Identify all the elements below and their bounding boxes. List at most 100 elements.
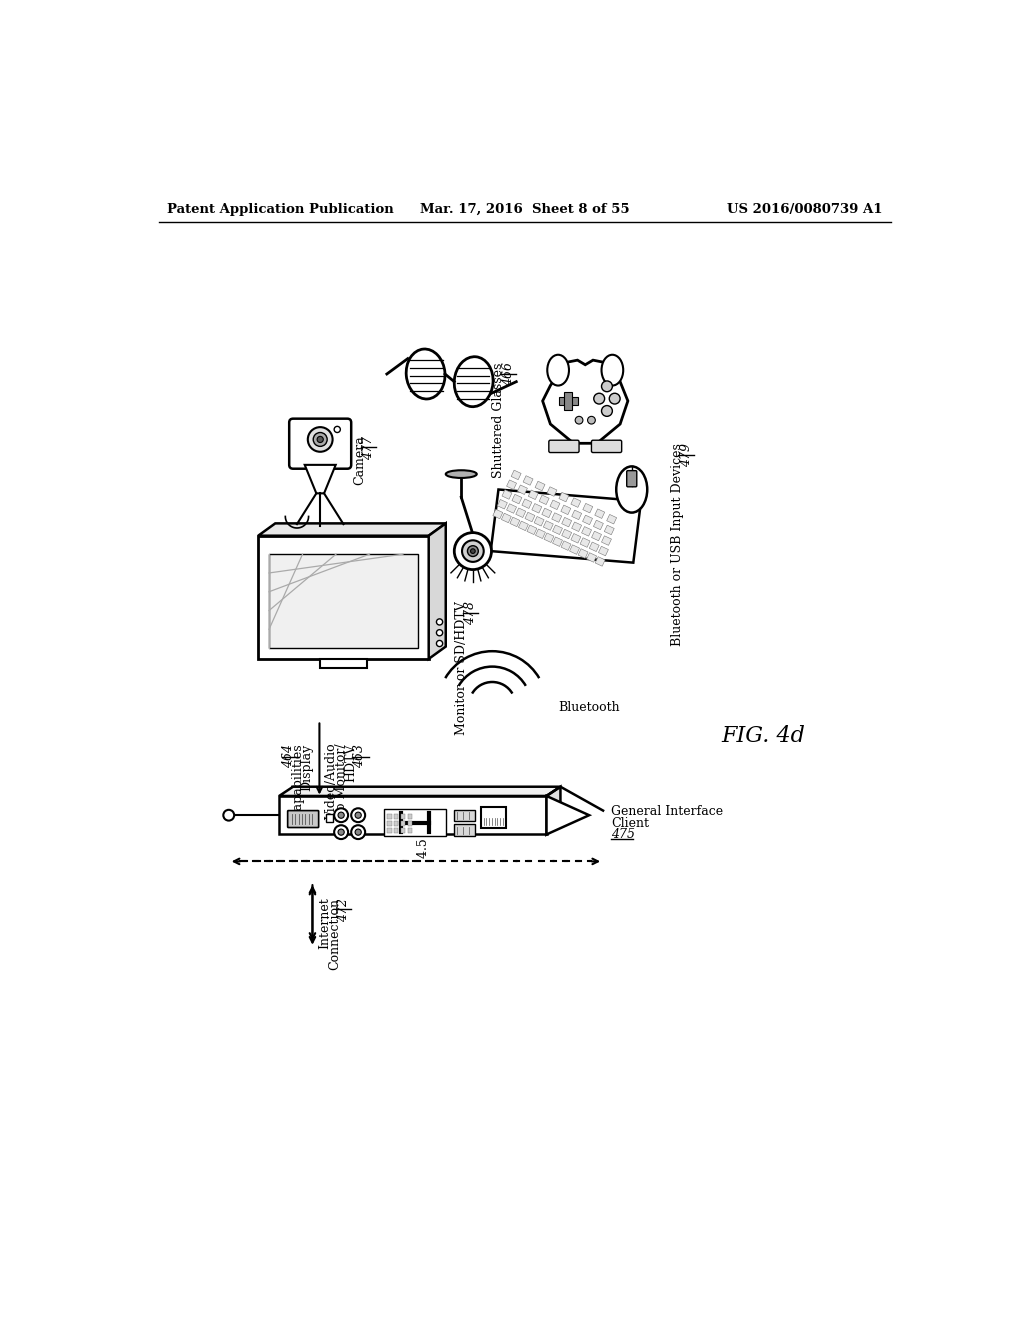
Text: US 2016/0080739 A1: US 2016/0080739 A1 xyxy=(727,203,883,216)
Text: Display: Display xyxy=(300,743,313,791)
Bar xyxy=(562,529,571,539)
Bar xyxy=(552,512,562,523)
Bar xyxy=(606,515,616,524)
Bar xyxy=(539,495,549,504)
Bar xyxy=(321,659,367,668)
Bar xyxy=(400,814,406,818)
Circle shape xyxy=(317,437,324,442)
Circle shape xyxy=(601,381,612,392)
Ellipse shape xyxy=(455,356,494,407)
Bar xyxy=(384,809,445,836)
Bar xyxy=(517,484,527,495)
Bar xyxy=(583,515,593,524)
Bar xyxy=(507,480,516,490)
Circle shape xyxy=(436,619,442,626)
Text: Mar. 17, 2016  Sheet 8 of 55: Mar. 17, 2016 Sheet 8 of 55 xyxy=(420,203,630,216)
FancyBboxPatch shape xyxy=(592,441,622,453)
Bar xyxy=(561,541,571,550)
Polygon shape xyxy=(305,465,336,494)
Bar xyxy=(562,517,571,527)
Polygon shape xyxy=(547,796,589,834)
Bar xyxy=(544,521,553,531)
Bar xyxy=(564,392,572,411)
Text: FIG. 4d: FIG. 4d xyxy=(722,725,806,747)
Circle shape xyxy=(334,808,348,822)
Circle shape xyxy=(594,393,604,404)
Bar xyxy=(400,821,406,826)
Circle shape xyxy=(601,405,612,416)
Bar xyxy=(516,508,525,517)
Bar xyxy=(510,517,520,527)
Bar xyxy=(593,520,603,529)
Bar xyxy=(502,513,511,523)
Polygon shape xyxy=(490,490,641,562)
Bar xyxy=(408,821,413,826)
Bar xyxy=(595,557,605,566)
Text: Client: Client xyxy=(611,817,649,830)
Bar xyxy=(559,397,578,405)
Text: 475: 475 xyxy=(611,829,635,841)
Bar xyxy=(587,553,597,562)
Circle shape xyxy=(436,630,442,636)
Bar xyxy=(570,498,581,507)
Bar xyxy=(583,503,593,513)
Ellipse shape xyxy=(547,355,569,385)
Text: 472: 472 xyxy=(337,898,350,921)
Bar xyxy=(553,537,562,546)
Bar xyxy=(481,807,506,829)
Circle shape xyxy=(351,808,366,822)
Bar xyxy=(408,829,413,833)
Text: Connection: Connection xyxy=(328,898,341,970)
Bar xyxy=(528,490,539,499)
Bar xyxy=(512,494,522,504)
Text: Camera: Camera xyxy=(352,436,366,486)
Text: 478: 478 xyxy=(464,601,477,626)
Bar xyxy=(595,510,605,519)
Polygon shape xyxy=(429,524,445,659)
Text: Patent Application Publication: Patent Application Publication xyxy=(167,203,393,216)
Bar xyxy=(531,503,542,513)
Circle shape xyxy=(351,825,366,840)
Ellipse shape xyxy=(601,355,624,385)
Bar xyxy=(604,525,614,535)
Bar xyxy=(280,796,547,834)
Bar xyxy=(544,533,554,543)
Bar xyxy=(522,499,531,508)
Circle shape xyxy=(436,640,442,647)
Ellipse shape xyxy=(407,348,445,399)
Bar xyxy=(550,500,560,510)
FancyBboxPatch shape xyxy=(289,418,351,469)
Bar xyxy=(523,475,534,486)
Bar xyxy=(454,810,475,821)
Polygon shape xyxy=(258,524,445,536)
Polygon shape xyxy=(280,787,560,796)
Text: 466: 466 xyxy=(502,363,514,387)
Text: Internet: Internet xyxy=(318,898,332,949)
Bar xyxy=(525,512,535,521)
Ellipse shape xyxy=(616,466,647,512)
Circle shape xyxy=(338,812,344,818)
Bar xyxy=(454,825,475,836)
Text: Video/Audio: Video/Audio xyxy=(326,743,339,820)
Bar xyxy=(535,482,545,491)
Bar xyxy=(511,470,521,479)
Bar xyxy=(258,536,429,659)
Text: 463: 463 xyxy=(353,743,367,768)
Bar xyxy=(542,508,552,517)
Bar xyxy=(387,821,391,826)
FancyBboxPatch shape xyxy=(627,471,637,487)
Bar xyxy=(394,821,398,826)
Bar xyxy=(518,521,528,531)
Text: Monitor or SD/HDTV: Monitor or SD/HDTV xyxy=(455,601,468,735)
Circle shape xyxy=(455,533,492,570)
Bar xyxy=(582,527,592,536)
Bar xyxy=(387,814,391,818)
Polygon shape xyxy=(543,360,628,444)
Bar xyxy=(559,492,569,502)
Bar xyxy=(498,499,507,510)
Text: Bluetooth or USB Input Devices: Bluetooth or USB Input Devices xyxy=(671,444,683,647)
Circle shape xyxy=(575,416,583,424)
Bar xyxy=(570,533,581,543)
Text: HDTV: HDTV xyxy=(344,743,357,781)
Bar xyxy=(527,525,537,535)
